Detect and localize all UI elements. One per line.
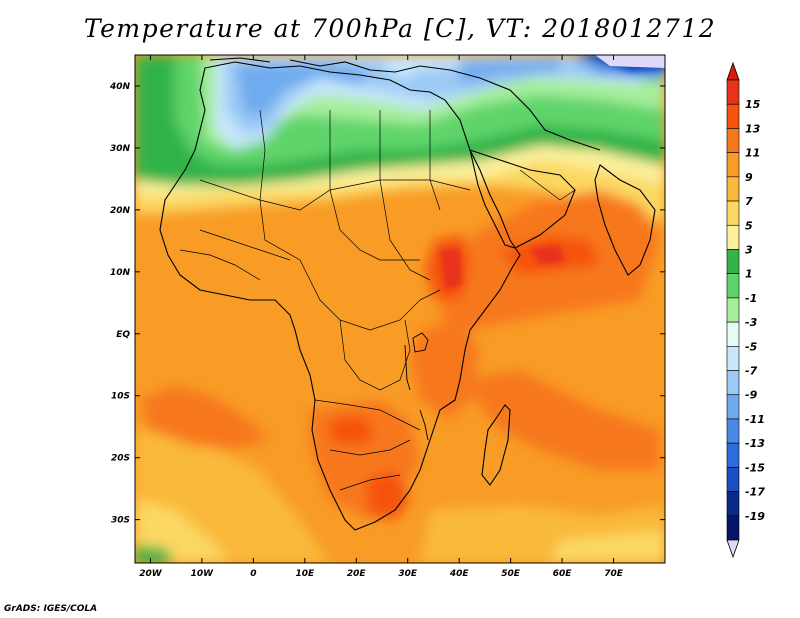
colorbar-swatch: [726, 224, 740, 250]
colorbar-swatch: [726, 103, 740, 129]
x-tick-label: 70E: [604, 569, 624, 579]
colorbar-label: 1: [745, 268, 753, 281]
lakes: [404, 332, 429, 441]
colorbar-swatch: [726, 176, 740, 202]
colorbar-label: -11: [745, 413, 765, 426]
y-tick-label: 10S: [111, 392, 130, 402]
colorbar-label: -9: [745, 389, 758, 402]
colorbar-swatch: [726, 128, 740, 153]
chart-title: Temperature at 700hPa [C], VT: 201801271…: [83, 14, 717, 43]
y-tick-label: 10N: [110, 268, 131, 278]
x-tick-label: 30E: [398, 569, 418, 579]
colorbar-swatch: [726, 249, 740, 274]
colorbar-swatch: [726, 467, 740, 492]
x-tick-label: 10E: [295, 569, 315, 579]
colorbar-label: -3: [745, 316, 758, 329]
y-tick-label: EQ: [116, 330, 130, 340]
colorbar-label: 15: [745, 98, 761, 111]
x-tick-label: 0: [250, 569, 256, 579]
colorbar-label: 9: [745, 171, 753, 184]
x-tick-label: 20E: [347, 569, 367, 579]
latitude-axis: 40N 30N 20N 10N EQ 10S 20S 30S: [109, 82, 665, 526]
colorbar-label: 3: [745, 243, 753, 256]
colorbar-label: -17: [745, 486, 765, 499]
colorbar-label: 5: [745, 219, 753, 232]
colorbar-swatch: [726, 321, 740, 347]
colorbar-swatch: [726, 394, 740, 420]
colorbar-label: -7: [745, 365, 758, 378]
colorbar-under-arrow: [726, 539, 740, 559]
colorbar-swatch: [726, 442, 740, 468]
colorbar-label: -15: [745, 461, 765, 474]
x-tick-label: 10W: [191, 569, 215, 579]
colorbar-swatch: [726, 273, 740, 299]
colorbar-swatch: [726, 297, 740, 323]
colorbar-label: -5: [745, 340, 758, 353]
y-tick-label: 30S: [111, 516, 130, 526]
colorbar-label: -13: [745, 437, 765, 450]
colorbar-label: 7: [745, 195, 753, 208]
colorbar-over-arrow: [726, 61, 740, 81]
temperature-field: [135, 55, 665, 563]
country-borders: [179, 109, 576, 491]
colorbar-swatch: [726, 152, 740, 178]
x-tick-label: 40E: [449, 569, 470, 579]
colorbar-label: 11: [745, 147, 760, 160]
x-tick-label: 20W: [139, 569, 163, 579]
grads-credit: GrADS: IGES/COLA: [4, 604, 98, 614]
x-tick-label: 60E: [553, 569, 573, 579]
y-tick-label: 20S: [111, 454, 130, 464]
colorbar-swatch: [726, 79, 740, 105]
y-tick-label: 30N: [110, 144, 131, 154]
africa-coastline: [159, 57, 656, 531]
colorbar-swatch: [726, 491, 740, 517]
colorbar-swatch: [726, 346, 740, 371]
colorbar-label: -1: [745, 292, 757, 305]
colorbar: 15 13 11 9 7 5 3 1 -1 -3 -5 -7 -9 -11 -13 -15 -17 -19: [726, 61, 765, 559]
colorbar-label: 13: [745, 122, 761, 135]
colorbar-swatch: [726, 515, 740, 541]
y-tick-label: 40N: [109, 82, 131, 92]
map-frame: [134, 54, 666, 564]
colorbar-swatch: [726, 200, 740, 226]
colorbar-swatch: [726, 418, 740, 444]
y-tick-label: 20N: [110, 206, 131, 216]
colorbar-swatch: [726, 370, 740, 396]
colorbar-label: -19: [745, 510, 765, 523]
x-tick-label: 50E: [501, 569, 521, 579]
longitude-axis: 20W 10W 0 10E 20E 30E 40E 50E 60E 70E: [139, 55, 624, 579]
